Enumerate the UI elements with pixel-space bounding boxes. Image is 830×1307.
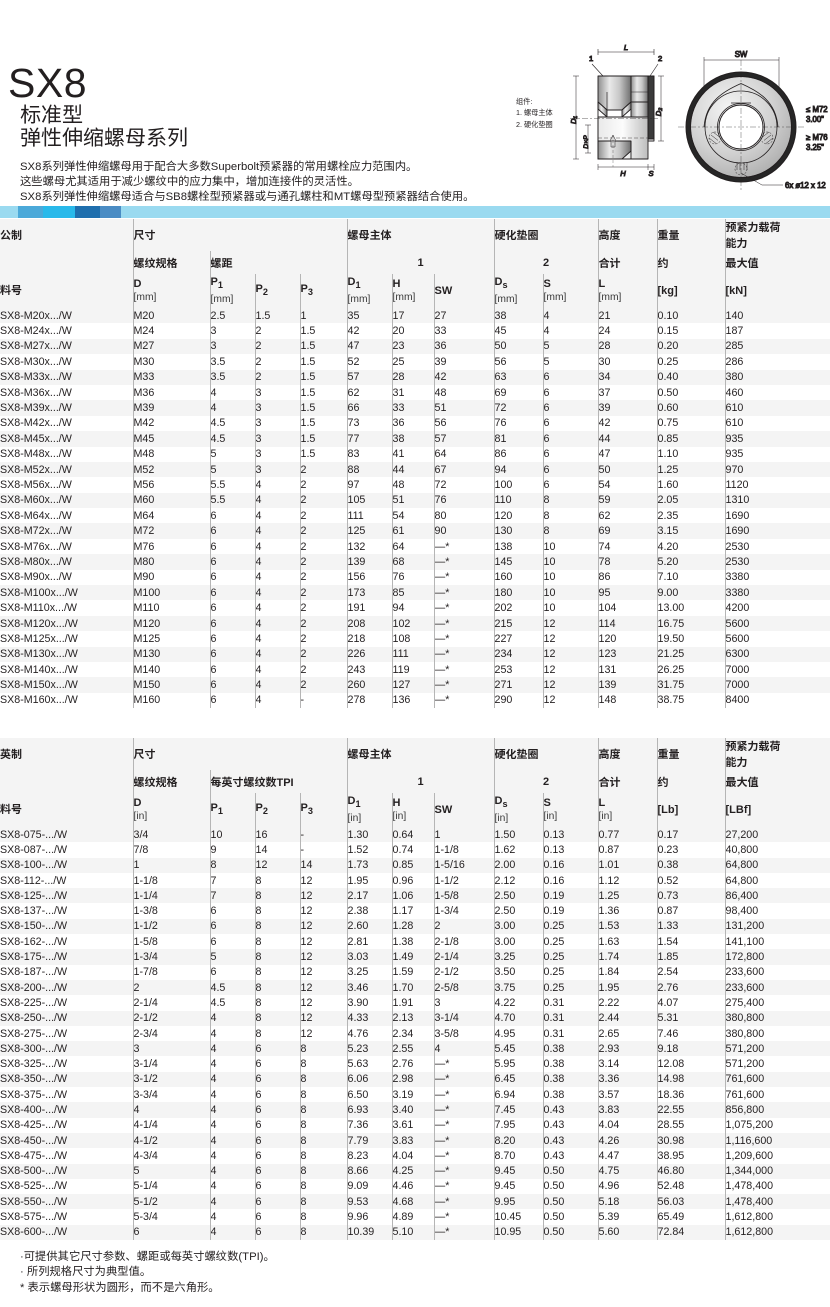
svg-text:H: H — [620, 169, 626, 178]
svg-text:D₁: D₁ — [569, 115, 578, 123]
svg-text:L: L — [624, 43, 628, 52]
svg-text:≥ M76: ≥ M76 — [806, 133, 828, 142]
svg-text:D₂: D₂ — [654, 108, 663, 116]
svg-text:2: 2 — [658, 54, 662, 63]
svg-text:D×P: D×P — [583, 135, 590, 149]
svg-text:2. 硬化垫圈: 2. 硬化垫圈 — [516, 120, 553, 129]
svg-text:3.00": 3.00" — [806, 115, 824, 124]
svg-text:1: 1 — [589, 54, 593, 63]
svg-text:≤ M72: ≤ M72 — [806, 105, 828, 114]
svg-text:S: S — [648, 169, 653, 178]
svg-text:3.25": 3.25" — [806, 143, 824, 152]
svg-text:SW: SW — [735, 50, 748, 59]
svg-text:组件:: 组件: — [516, 97, 532, 106]
svg-text:6x ø12 x 12: 6x ø12 x 12 — [785, 181, 826, 190]
svg-text:1. 螺母主体: 1. 螺母主体 — [516, 108, 553, 117]
